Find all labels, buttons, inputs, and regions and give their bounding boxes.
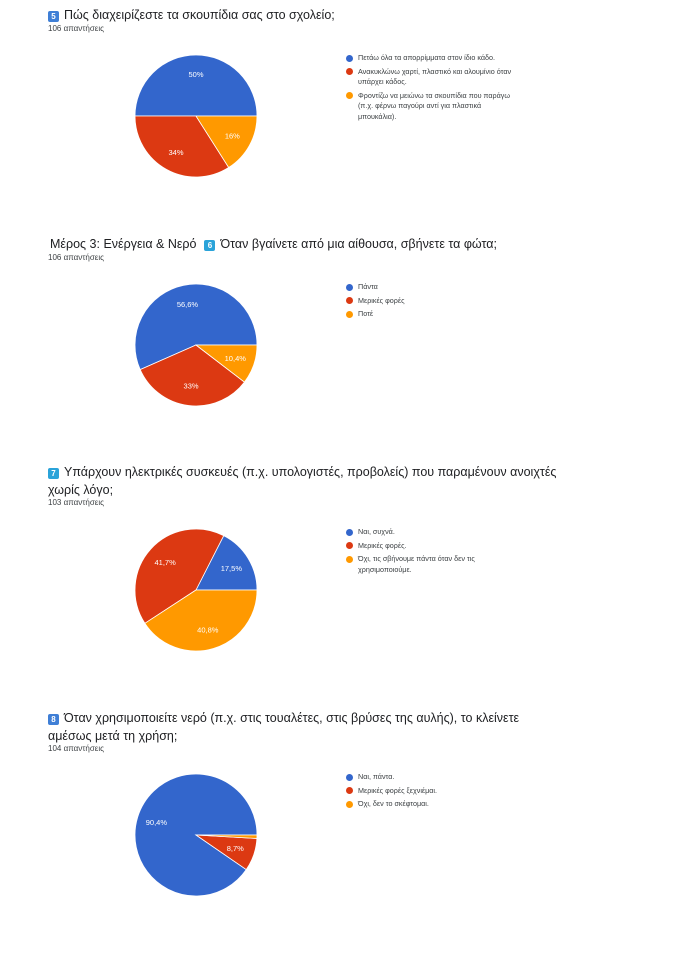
legend-swatch bbox=[346, 297, 353, 304]
legend-label: Ναι, συχνά. bbox=[358, 527, 395, 536]
pie-slice-3[interactable] bbox=[195, 115, 258, 169]
legend-label: Μερικές φορές. bbox=[358, 540, 407, 550]
data-label: 34% bbox=[169, 148, 184, 157]
legend-label: Όχι, τις σβήνουμε πάντα όταν δεν τις χρη… bbox=[358, 554, 475, 574]
legend-swatch bbox=[346, 283, 353, 291]
question-title: 7 Υπάρχουν ηλεκτρικές συσκευές (π.χ. υπολ… bbox=[48, 463, 568, 499]
question-number-badge: 5 bbox=[48, 11, 59, 22]
data-label: 33% bbox=[184, 382, 199, 391]
legend-item[interactable]: Ναι, συχνά. bbox=[346, 527, 513, 538]
legend-item[interactable]: Όχι, τις σβήνουμε πάντα όταν δεν τις χρη… bbox=[346, 554, 513, 575]
legend-item[interactable]: Μερικές φορές. bbox=[346, 541, 513, 552]
legend-item[interactable]: Όχι, δεν το σκέφτομαι. bbox=[346, 799, 513, 810]
response-count: 104 απαντήσεις bbox=[48, 744, 104, 753]
data-label: 50% bbox=[188, 70, 203, 79]
question-title: Μέρος 3: Ενέργεια & Νερό 6 Όταν βγαίνετε α… bbox=[50, 235, 570, 253]
pie-chart: 50% 34% 16% bbox=[134, 54, 258, 178]
pie-slice-1[interactable] bbox=[195, 535, 258, 591]
response-count: 106 απαντήσεις bbox=[48, 253, 104, 262]
legend-swatch bbox=[346, 542, 353, 549]
legend-swatch bbox=[346, 68, 353, 75]
legend-label: Μερικές φορές ξεχνιέμαι. bbox=[358, 785, 438, 795]
question-number-badge: 6 bbox=[204, 240, 216, 251]
data-label: 10,4% bbox=[225, 354, 247, 363]
legend-swatch bbox=[346, 773, 353, 781]
pie-slice-1[interactable] bbox=[134, 283, 258, 371]
question-text: Πώς διαχειρίζεστε τα σκουπίδια σας στο σ… bbox=[64, 8, 335, 22]
pie-slice-3[interactable] bbox=[195, 834, 258, 839]
legend-label: Πάντα bbox=[358, 282, 378, 291]
pie-slice-2[interactable] bbox=[139, 344, 245, 407]
chart-legend: Ναι, πάντα. Μερικές φορές ξεχνιέμαι. Όχι, … bbox=[346, 772, 513, 813]
question-text: Όταν χρησιμοποιείτε νερό (π.χ. στις τουα… bbox=[48, 711, 520, 743]
legend-swatch bbox=[346, 54, 353, 62]
pie-chart: 17,5% 41,7% 40,8% bbox=[134, 528, 258, 652]
legend-swatch bbox=[346, 528, 353, 536]
question-6-section: Μέρος 3: Ενέργεια & Νερό 6 Όταν βγαίνετε α… bbox=[0, 230, 674, 460]
legend-swatch bbox=[346, 800, 353, 808]
question-8-section: 8 Όταν χρησιμοποιείτε νερό (π.χ. στις του… bbox=[0, 700, 674, 960]
legend-item[interactable]: Φροντίζω να μειώνω τα σκουπίδια που παρά… bbox=[346, 91, 513, 123]
legend-label: Ανακυκλώνω χαρτί, πλαστικό και αλουμίνιο… bbox=[358, 66, 512, 87]
legend-swatch bbox=[346, 787, 353, 794]
legend-item[interactable]: Πάντα bbox=[346, 282, 513, 293]
data-label: 56,6% bbox=[177, 300, 199, 309]
legend-swatch bbox=[346, 92, 353, 99]
data-label: 41,7% bbox=[155, 558, 177, 567]
chart-legend: Ναι, συχνά. Μερικές φορές. Όχι, τις σβήνου… bbox=[346, 527, 513, 578]
question-number-badge: 8 bbox=[48, 714, 59, 725]
response-count: 106 απαντήσεις bbox=[48, 24, 104, 33]
data-label: 40,8% bbox=[197, 625, 219, 634]
legend-item[interactable]: Μερικές φορές bbox=[346, 296, 513, 307]
legend-swatch bbox=[346, 310, 353, 318]
legend-item[interactable]: Ναι, πάντα. bbox=[346, 772, 513, 783]
chart-legend: Πάντα Μερικές φορές Ποτέ bbox=[346, 282, 513, 323]
question-text: Υπάρχουν ηλεκτρικές συσκευές (π.χ. υπολο… bbox=[48, 465, 557, 497]
legend-swatch bbox=[346, 555, 353, 563]
question-text: Όταν βγαίνετε από μια αίθουσα, σβήνετε τ… bbox=[220, 237, 497, 251]
legend-label: Φροντίζω να μειώνω τα σκουπίδια που παρά… bbox=[358, 90, 510, 121]
legend-item[interactable]: Μερικές φορές ξεχνιέμαι. bbox=[346, 786, 513, 797]
section-heading: Μέρος 3: Ενέργεια & Νερό bbox=[50, 237, 197, 251]
pie-chart: 56,6% 33% 10,4% bbox=[134, 283, 258, 407]
question-5-section: 5 Πώς διαχειρίζεστε τα σκουπίδια σας στο … bbox=[0, 0, 674, 230]
data-label: 16% bbox=[225, 131, 240, 140]
pie-slice-3[interactable] bbox=[144, 589, 258, 652]
data-label: 90,4% bbox=[146, 818, 168, 827]
question-7-section: 7 Υπάρχουν ηλεκτρικές συσκευές (π.χ. υπολ… bbox=[0, 460, 674, 700]
legend-item[interactable]: Ποτέ bbox=[346, 309, 513, 320]
legend-label: Πετάω όλα τα απορρίμματα στον ίδιο κάδο. bbox=[358, 53, 495, 62]
legend-label: Μερικές φορές bbox=[358, 295, 405, 305]
legend-label: Ποτέ bbox=[358, 309, 374, 318]
data-label: 8,7% bbox=[227, 844, 244, 853]
pie-slice-2[interactable] bbox=[134, 528, 225, 624]
legend-item[interactable]: Ανακυκλώνω χαρτί, πλαστικό και αλουμίνιο… bbox=[346, 67, 513, 88]
question-title: 8 Όταν χρησιμοποιείτε νερό (π.χ. στις του… bbox=[48, 709, 528, 745]
legend-item[interactable]: Πετάω όλα τα απορρίμματα στον ίδιο κάδο. bbox=[346, 53, 513, 64]
response-count: 103 απαντήσεις bbox=[48, 498, 104, 507]
pie-slice-3[interactable] bbox=[194, 344, 258, 383]
pie-chart: 90,4% 8,7% bbox=[134, 773, 258, 897]
legend-label: Όχι, δεν το σκέφτομαι. bbox=[358, 799, 429, 808]
question-number-badge: 7 bbox=[48, 468, 59, 479]
data-label: 17,5% bbox=[221, 564, 243, 573]
pie-slice-1[interactable] bbox=[134, 54, 258, 117]
chart-legend: Πετάω όλα τα απορρίμματα στον ίδιο κάδο.… bbox=[346, 53, 513, 125]
legend-label: Ναι, πάντα. bbox=[358, 772, 395, 781]
question-title: 5 Πώς διαχειρίζεστε τα σκουπίδια σας στο … bbox=[48, 6, 568, 24]
